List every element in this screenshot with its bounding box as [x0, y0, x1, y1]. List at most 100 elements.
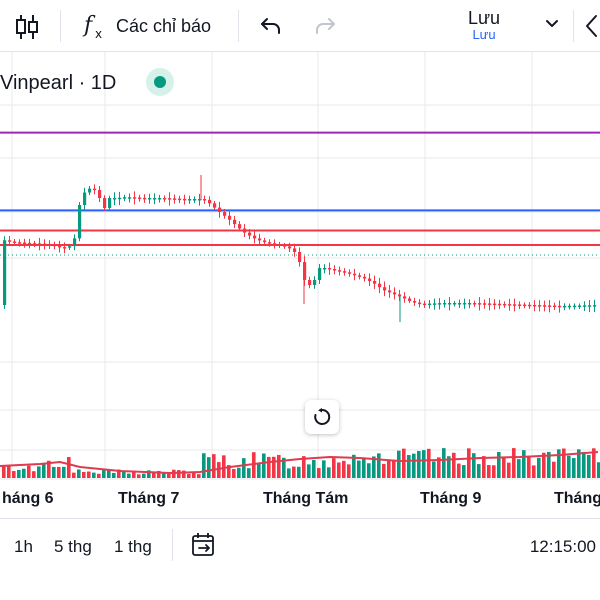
symbol-title: Vinpearl · 1D [0, 72, 117, 94]
candle-body [553, 305, 557, 308]
reset-icon [314, 408, 331, 425]
market-status-indicator[interactable] [146, 68, 174, 96]
indicators-button[interactable]: f x Các chỉ báo [82, 12, 211, 40]
indicators-label: Các chỉ báo [116, 15, 212, 36]
candle-body [198, 199, 202, 201]
volume-bar [122, 471, 126, 478]
volume-bar [237, 467, 241, 478]
range-5m-button[interactable]: 5 thg [54, 537, 92, 556]
volume-bar [397, 450, 401, 478]
toolbar-divider [172, 529, 173, 561]
candle-body [363, 276, 367, 279]
candle-body [428, 303, 432, 306]
candle-body [133, 197, 137, 199]
reset-chart-button[interactable] [305, 400, 339, 434]
candle-body [308, 280, 312, 285]
candle-body [303, 262, 307, 280]
volume-bar [177, 470, 181, 478]
volume-bar [292, 466, 296, 478]
redo-button[interactable] [312, 14, 338, 38]
volume-bar [57, 466, 61, 478]
candle-body [123, 197, 127, 199]
candle-body [73, 238, 77, 247]
collapse-button[interactable] [584, 14, 600, 38]
volume-bar [542, 452, 546, 478]
volume-bar [87, 471, 91, 478]
chart-canvas[interactable]: háng 6 Tháng 7 Tháng Tám Tháng 9 Tháng [0, 52, 600, 518]
candle-body [338, 270, 342, 272]
candle-body [573, 305, 577, 308]
candle-body [293, 248, 297, 252]
volume-bar [452, 452, 456, 478]
candle-body [518, 304, 522, 306]
save-dropdown-button[interactable] [544, 18, 560, 30]
save-button[interactable]: Lưu Lưu [468, 8, 500, 42]
candle-body [168, 198, 172, 200]
candle-body [163, 198, 167, 200]
candle-body [243, 228, 247, 233]
volume-bar [42, 464, 46, 478]
volume-ma-line [0, 451, 599, 475]
candle-body [593, 305, 597, 307]
range-1m-button[interactable]: 1 thg [114, 537, 152, 556]
candle-body [418, 302, 422, 305]
candle-body [583, 305, 587, 307]
candle-body [503, 303, 507, 306]
volume-bar [127, 473, 131, 478]
volume-bar [302, 456, 306, 478]
candle-body [448, 303, 452, 305]
volume-bar [152, 471, 156, 478]
goto-date-button[interactable] [190, 531, 218, 559]
volume-bar [7, 464, 11, 478]
volume-bar [372, 456, 376, 478]
volume-bar [402, 448, 406, 478]
volume-bar [437, 457, 441, 478]
candle-body [253, 235, 257, 239]
candle-style-button[interactable] [14, 13, 40, 41]
candle-body [173, 198, 177, 200]
candle-body [103, 198, 107, 208]
redo-icon [316, 18, 335, 34]
volume-bar [52, 466, 56, 478]
undo-button[interactable] [258, 14, 284, 38]
volume-bar [272, 456, 276, 478]
candle-body [258, 238, 262, 241]
save-sublabel: Lưu [472, 27, 496, 42]
candle-body [13, 241, 17, 243]
undo-icon [261, 18, 280, 34]
price-chart[interactable]: háng 6 Tháng 7 Tháng Tám Tháng 9 Tháng [0, 52, 600, 518]
candle-body [443, 303, 447, 305]
volume-bar [102, 469, 106, 478]
volume-bar [307, 464, 311, 478]
volume-bar [97, 473, 101, 478]
candle-body [478, 303, 482, 305]
volume-bar [282, 457, 286, 478]
candle-body [378, 283, 382, 288]
volume-bar [187, 473, 191, 478]
candle-body [143, 197, 147, 200]
candle-body [78, 205, 82, 239]
candle-body [178, 198, 182, 201]
candle-body [383, 287, 387, 291]
candle-body [563, 305, 567, 308]
save-label: Lưu [468, 8, 501, 28]
candle-body [508, 304, 512, 306]
candle-body [208, 199, 212, 204]
volume-bar [162, 472, 166, 478]
clock-time[interactable]: 12:15:00 [529, 537, 596, 556]
candle-body [373, 281, 377, 284]
volume-bar [312, 459, 316, 478]
volume-bar [2, 466, 6, 478]
candle-body [68, 246, 72, 248]
candle-body [588, 305, 592, 307]
volume-bar [252, 452, 256, 478]
volume-bar [562, 448, 566, 478]
volume-bar [507, 462, 511, 478]
toolbar-divider [238, 10, 239, 42]
candle-body [343, 271, 347, 273]
range-1h-button[interactable]: 1h [14, 537, 33, 556]
volume-bar [527, 456, 531, 478]
time-axis-labels: háng 6 Tháng 7 Tháng Tám Tháng 9 Tháng [2, 490, 600, 507]
candle-body [83, 192, 87, 205]
time-axis-label: Tháng [554, 490, 600, 507]
